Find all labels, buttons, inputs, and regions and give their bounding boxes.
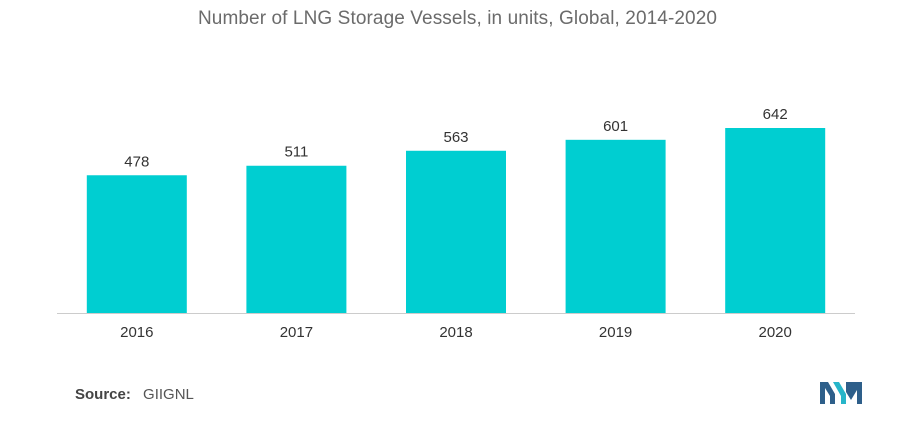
data-label-2017: 511 (284, 144, 308, 161)
data-label-2019: 601 (603, 118, 628, 135)
x-tick-label-2017: 2017 (280, 324, 313, 341)
data-label-2016: 478 (124, 153, 149, 170)
bar-2017 (246, 165, 347, 313)
x-tick-label-2016: 2016 (120, 324, 153, 341)
data-label-2018: 563 (443, 129, 468, 146)
bars-group (86, 128, 826, 313)
bar-2016 (86, 175, 187, 313)
mordor-intelligence-logo-icon (820, 382, 862, 404)
x-tick-label-2018: 2018 (439, 324, 472, 341)
source-value: GIIGNL (143, 386, 194, 403)
bar-2019 (565, 139, 666, 313)
chart-title: Number of LNG Storage Vessels, in units,… (197, 8, 718, 29)
labels-group: 478 2016 511 2017 563 2018 601 2019 642 2020 (120, 106, 792, 341)
bar-2020 (725, 128, 826, 313)
bar-2018 (406, 150, 506, 313)
source-label: Source: (75, 386, 131, 403)
source-note: Source: GIIGNL (75, 386, 194, 403)
x-tick-label-2020: 2020 (759, 324, 792, 341)
data-label-2020: 642 (763, 106, 788, 123)
x-tick-label-2019: 2019 (599, 324, 632, 341)
bar-chart: 478 2016 511 2017 563 2018 601 2019 642 2020 (57, 106, 855, 341)
